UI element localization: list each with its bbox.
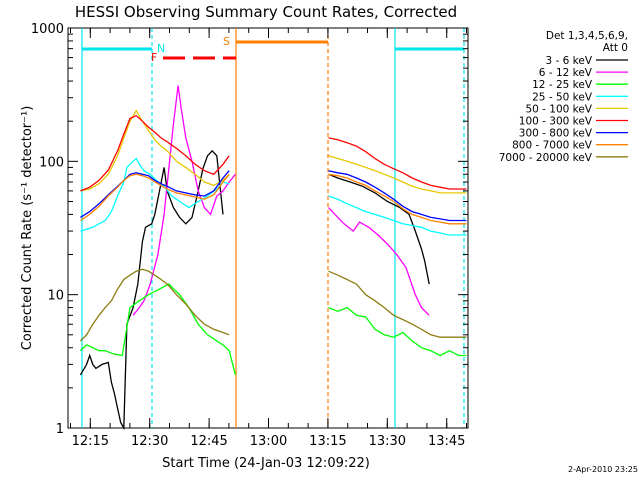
legend-header-line1: Det 1,3,4,5,6,9, xyxy=(546,30,628,42)
series-line-4 xyxy=(80,109,467,194)
saa-flag-label: S xyxy=(223,35,230,48)
x-tick-label: 12:30 xyxy=(131,434,168,449)
y-axis-label: Corrected Count Rate (s⁻¹ detector⁻¹) xyxy=(20,106,35,351)
x-tick-label: 13:15 xyxy=(309,434,346,449)
x-tick-label: 13:00 xyxy=(250,434,287,449)
series-line-1 xyxy=(132,85,430,316)
axes: 12:15 12:30 12:45 13:00 13:15 13:30 13:45 1 10 10… xyxy=(31,22,468,449)
y-tick-label: 10 xyxy=(47,289,64,304)
flare-flag-label: F xyxy=(151,51,157,64)
plot-frame xyxy=(67,27,469,429)
y-tick-label: 1000 xyxy=(31,22,64,37)
x-tick-label: 13:45 xyxy=(428,434,465,449)
legend-label-3: 25 - 50 keV xyxy=(532,91,593,103)
legend-header-line2: Att 0 xyxy=(603,42,628,54)
legend-label-2: 12 - 25 keV xyxy=(532,79,593,91)
y-tick-label: 100 xyxy=(39,155,64,170)
series-line-7 xyxy=(80,173,467,225)
legend-label-7: 800 - 7000 keV xyxy=(512,140,593,152)
observing-flags: N S F xyxy=(81,28,465,428)
x-axis-label: Start Time (24-Jan-03 12:09:22) xyxy=(162,456,370,471)
series-layer xyxy=(79,85,467,431)
series-line-3 xyxy=(80,157,467,236)
x-tick-label: 13:30 xyxy=(369,434,406,449)
series-line-5 xyxy=(80,114,467,192)
series-line-6 xyxy=(80,170,467,222)
footer-date: 2-Apr-2010 23:25 xyxy=(568,465,638,474)
legend-label-8: 7000 - 20000 keV xyxy=(499,152,593,164)
chart-title: HESSI Observing Summary Count Rates, Cor… xyxy=(75,3,457,21)
night-flag-label: N xyxy=(157,42,165,55)
plot-area xyxy=(67,27,469,429)
legend-label-0: 3 - 6 keV xyxy=(545,55,592,67)
legend-label-5: 100 - 300 keV xyxy=(519,116,593,128)
x-tick-label: 12:45 xyxy=(190,434,227,449)
x-tick-label: 12:15 xyxy=(72,434,109,449)
legend-label-1: 6 - 12 keV xyxy=(539,67,593,79)
series-line-2 xyxy=(79,283,467,376)
legend-label-4: 50 - 100 keV xyxy=(525,103,592,115)
series-line-8 xyxy=(79,268,467,342)
y-tick-label: 1 xyxy=(56,422,64,437)
legend-label-6: 300 - 800 keV xyxy=(519,128,593,140)
